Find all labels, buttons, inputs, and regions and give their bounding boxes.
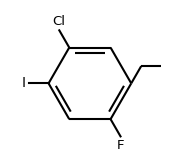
Text: Cl: Cl <box>52 15 65 28</box>
Text: F: F <box>117 139 125 152</box>
Text: I: I <box>22 76 26 90</box>
